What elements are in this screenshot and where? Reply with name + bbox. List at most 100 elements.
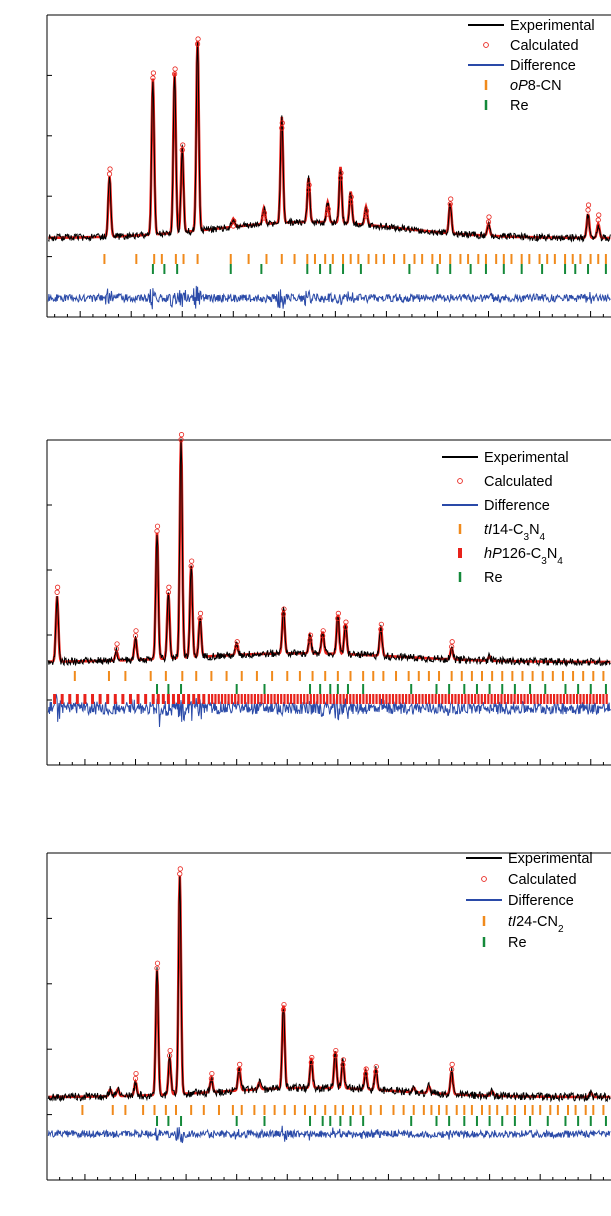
legend-label: Difference <box>508 893 574 909</box>
calculated-point <box>449 1066 455 1073</box>
calculated-point <box>378 621 384 627</box>
calculated-point <box>261 210 268 216</box>
calculated-point <box>236 1066 242 1073</box>
calculated-point <box>172 66 178 72</box>
panel-c: Experimental Calculated Difference tI24-CN2… <box>46 851 611 1181</box>
calculated-point <box>337 175 344 181</box>
legend-label: tI24-CN2 <box>508 914 564 935</box>
calculated-point <box>133 1071 139 1077</box>
calculated-point <box>307 632 314 638</box>
calculated-point <box>189 558 195 564</box>
experimental-profile-line <box>47 876 611 1103</box>
calculated-point <box>154 960 161 966</box>
calculated-point <box>188 563 194 569</box>
calculated-point <box>179 147 185 153</box>
calculated-point <box>114 641 120 647</box>
calculated-point <box>333 1048 339 1054</box>
calculated-point <box>449 1061 455 1068</box>
calculated-point <box>167 1053 173 1059</box>
calculated-point <box>180 142 186 148</box>
calculated-point <box>320 628 326 634</box>
calculated-point <box>107 166 113 172</box>
legend-label: Re <box>508 935 527 951</box>
calculated-point <box>279 125 285 131</box>
calculated-point <box>348 194 354 200</box>
legend-label: Difference <box>484 498 550 514</box>
legend: Experimental Calculated Difference tI14-C3N… <box>442 450 569 586</box>
calculated-point <box>133 628 139 634</box>
legend-label: hP126-C3N4 <box>484 546 563 567</box>
calculated-point <box>194 41 201 47</box>
calculated-point <box>447 201 453 207</box>
legend-circle-swatch <box>483 42 489 48</box>
calculated-point <box>363 208 370 214</box>
calculated-point <box>132 1076 139 1082</box>
calculated-point <box>280 1006 287 1013</box>
calculated-point <box>177 871 183 877</box>
calculated-point <box>208 1076 214 1082</box>
calculated-point <box>309 1054 315 1061</box>
difference-line <box>47 285 611 310</box>
difference-line <box>47 693 611 728</box>
calculated-point <box>178 432 185 438</box>
calculated-point <box>154 965 160 971</box>
calculated-point <box>165 589 171 595</box>
legend-label: tI14-C3N4 <box>484 522 546 543</box>
calculated-point <box>197 615 203 622</box>
calculated-point <box>166 584 172 590</box>
calculated-point <box>340 1057 347 1063</box>
calculated-point <box>154 523 161 529</box>
calculated-point <box>325 211 331 217</box>
calculated-point <box>373 1069 379 1075</box>
legend: Experimental Calculated Difference oP8-CN Re <box>468 18 595 114</box>
calculated-point <box>363 1066 369 1072</box>
calculated-point <box>305 187 312 193</box>
calculated-point <box>342 624 349 630</box>
calculated-point <box>449 644 455 650</box>
calculated-point <box>363 213 369 219</box>
legend-label: Re <box>510 98 529 114</box>
calculated-point <box>280 611 287 617</box>
calculated-point <box>307 637 313 643</box>
legend-label: Calculated <box>508 872 577 888</box>
calculated-point <box>150 70 157 76</box>
panel-a: Experimental Calculated Difference oP8-CN Re <box>46 14 611 318</box>
legend-circle-swatch <box>481 876 487 882</box>
calculated-point <box>348 199 354 205</box>
calculated-point <box>230 223 236 229</box>
calculated-point <box>363 1071 369 1077</box>
calculated-point <box>261 215 267 221</box>
calculated-point <box>335 615 341 622</box>
calculated-point <box>595 217 601 223</box>
calculated-point <box>585 207 591 213</box>
calculated-point <box>197 610 204 617</box>
calculated-point <box>113 646 120 652</box>
legend: Experimental Calculated Difference tI24-CN2… <box>466 851 593 951</box>
legend-label: Difference <box>510 58 576 74</box>
calculated-point <box>325 206 331 212</box>
calculated-point <box>154 528 160 534</box>
calculated-point <box>195 36 201 42</box>
difference-line <box>47 1125 611 1144</box>
calculated-point <box>320 633 326 639</box>
calculated-point <box>234 644 240 650</box>
calculated-point <box>281 606 287 612</box>
panel-b: Experimental Calculated Difference tI14-C3N… <box>46 432 611 766</box>
legend-label: Calculated <box>484 474 553 490</box>
calculated-point <box>132 633 139 639</box>
calculated-point <box>335 610 341 617</box>
legend-label: Re <box>484 570 503 586</box>
calculated-point <box>306 182 312 188</box>
calculated-point <box>150 75 156 81</box>
legend-label: oP8-CN <box>510 78 562 94</box>
calculated-point <box>177 866 183 872</box>
experimental-profile-line <box>47 438 611 668</box>
calculated-point <box>55 584 61 590</box>
legend-circle-swatch <box>457 478 463 484</box>
calculated-point <box>167 1048 173 1054</box>
calculated-point <box>486 214 492 220</box>
calculated-point <box>448 196 454 202</box>
legend-label: Experimental <box>484 450 569 466</box>
calculated-point <box>378 626 384 632</box>
calculated-point <box>585 202 592 208</box>
